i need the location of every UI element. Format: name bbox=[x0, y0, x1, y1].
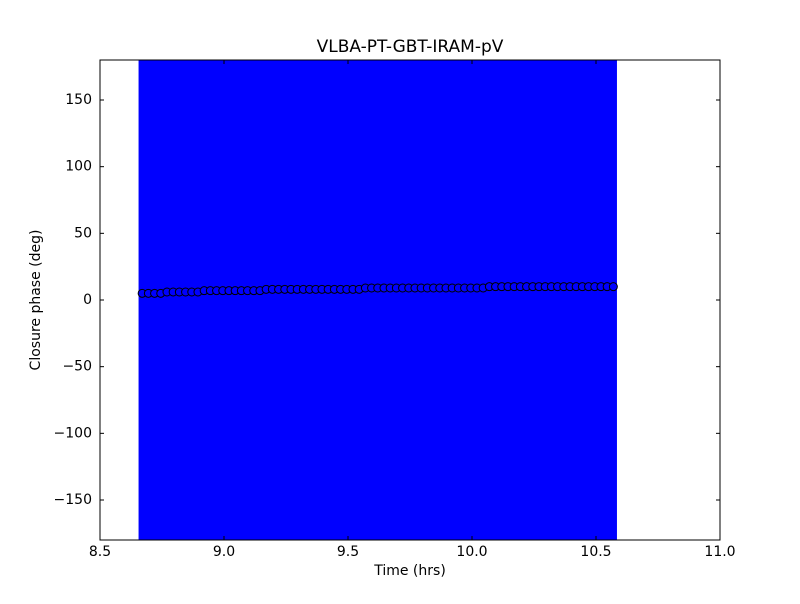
x-tick-label: 11.0 bbox=[704, 544, 735, 560]
y-tick-label: 50 bbox=[74, 225, 92, 241]
x-tick-label: 8.5 bbox=[89, 544, 111, 560]
point bbox=[608, 282, 618, 292]
y-tick-label: 0 bbox=[83, 292, 92, 308]
chart-title: VLBA-PT-GBT-IRAM-pV bbox=[317, 37, 504, 57]
x-tick-label: 9.5 bbox=[337, 544, 359, 560]
x-tick-label: 9.0 bbox=[213, 544, 235, 560]
y-tick-label: −150 bbox=[54, 492, 92, 508]
y-tick-label: −50 bbox=[62, 359, 92, 375]
x-axis-label: Time (hrs) bbox=[373, 563, 446, 579]
y-axis-label: Closure phase (deg) bbox=[28, 230, 44, 371]
x-tick-label: 10.0 bbox=[456, 544, 487, 560]
x-tick-label: 10.5 bbox=[580, 544, 611, 560]
points bbox=[137, 282, 618, 298]
y-tick-label: −100 bbox=[54, 425, 92, 441]
y-tick-label: 100 bbox=[65, 159, 92, 175]
y-tick-label: 150 bbox=[65, 92, 92, 108]
